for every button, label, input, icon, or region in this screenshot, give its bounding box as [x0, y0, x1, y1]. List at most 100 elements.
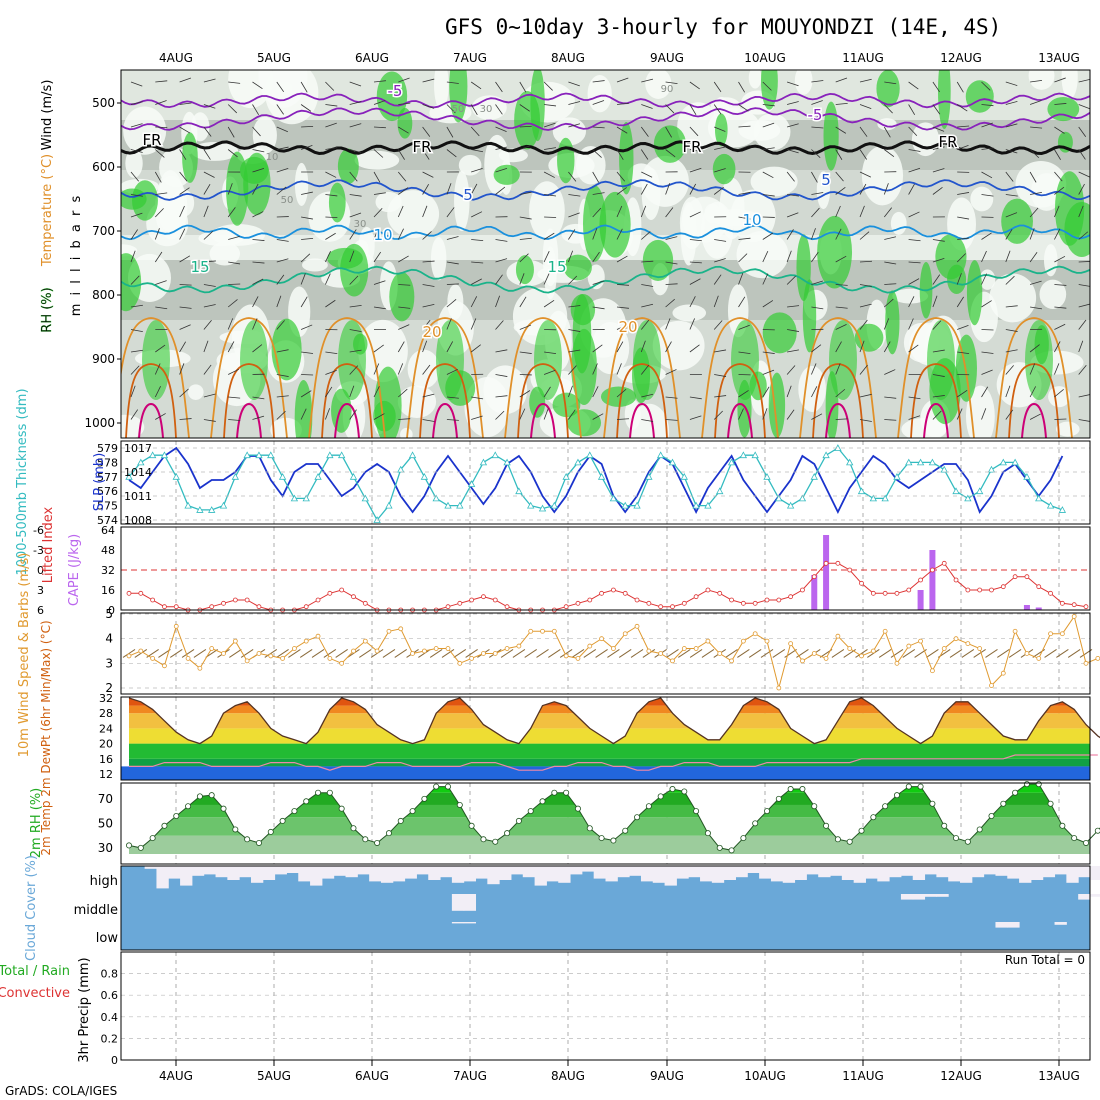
wind-barb [422, 419, 435, 422]
wind-barb [884, 396, 897, 399]
lifted-index-point [882, 590, 888, 596]
2m-rh-point [929, 800, 936, 807]
wind-barb [519, 125, 532, 128]
10m-wind-point [292, 646, 297, 651]
10m-wind-point [941, 646, 947, 651]
wind-barb [1005, 329, 1018, 332]
wind-barb [908, 415, 921, 420]
wind-barb [835, 418, 848, 420]
wind-barb [641, 419, 654, 422]
2m-rh-point [574, 805, 581, 812]
panel-frame-rh [120, 782, 1091, 865]
cloud-high-bar [215, 866, 228, 878]
wind-barb [714, 239, 727, 242]
2m-rh-point [291, 808, 298, 815]
cloud-high-bar [676, 866, 689, 879]
wind-barb [908, 167, 921, 173]
wind-barb [130, 250, 136, 263]
cloud-high-bar [723, 866, 736, 880]
2m-rh-point [858, 827, 865, 834]
wind-barb [957, 237, 970, 240]
wind-barb [471, 261, 484, 264]
wind-barb [470, 81, 482, 90]
thickness-point [160, 451, 169, 459]
wind-barb [397, 228, 404, 240]
wind-barb [1078, 171, 1090, 178]
2m-rh-point [764, 808, 771, 815]
isotherm-10 [121, 224, 1090, 241]
wind-barb [519, 273, 525, 285]
wind-barb [713, 410, 723, 420]
10m-wind-point [1095, 656, 1100, 661]
rh-low-patch [407, 349, 440, 389]
thickness-point [456, 501, 464, 509]
10m-wind-point [209, 646, 215, 651]
2m-rh-point [185, 803, 192, 810]
wind-barb [665, 369, 677, 375]
y-tick-slp: 1014 [124, 466, 152, 479]
cloud-high-bar [877, 866, 890, 882]
wind-barb [1078, 183, 1085, 195]
wind-barb [349, 349, 362, 353]
wind-barb [300, 145, 313, 150]
10m-wind-point [162, 663, 167, 669]
wind-barb [130, 365, 140, 375]
cloud-high-bar [688, 866, 701, 878]
wind-barb [932, 168, 945, 173]
wind-barb [276, 146, 289, 150]
10m-wind-point [705, 638, 711, 644]
y-tick-pressure: 800 [92, 288, 115, 302]
10m-wind-barb [512, 649, 526, 658]
wind-barb [543, 408, 549, 420]
thickness-point [290, 494, 299, 502]
10m-wind-barb [276, 649, 289, 658]
cloud-low-bar [1054, 922, 1067, 925]
wind-barb [592, 251, 600, 263]
lifted-index-point [563, 604, 569, 610]
rh-high-patch [599, 191, 631, 258]
10m-wind-point [575, 656, 581, 661]
wind-barb [544, 216, 557, 218]
y-tick-cape: 0 [108, 604, 115, 617]
wind-barb [1054, 363, 1060, 375]
10m-wind-point [445, 646, 451, 651]
10m-wind-point [504, 646, 510, 651]
y-tick-lifted: 3 [37, 584, 44, 597]
wind-barb [179, 363, 185, 375]
wind-barb [811, 171, 818, 183]
wind-barb [300, 104, 312, 112]
thickness-point [267, 451, 275, 459]
wind-barb [883, 318, 890, 330]
wind-barb [835, 77, 848, 83]
panel-frame-slp [120, 440, 1091, 525]
10m-wind-barb [335, 649, 348, 658]
wind-barb [811, 126, 824, 129]
wind-barb [422, 231, 432, 240]
wind-barb [300, 273, 306, 285]
wind-barb [130, 329, 143, 332]
wind-barb [519, 145, 532, 150]
lifted-index-point [1048, 590, 1053, 596]
isotherm-label: 10 [742, 211, 761, 229]
wind-barb [179, 418, 192, 420]
isotherm-25 [125, 363, 177, 438]
wind-barb [689, 183, 697, 195]
2m-rh-point [775, 795, 782, 802]
wind-barb [592, 126, 605, 129]
cape-bar [1035, 607, 1042, 610]
wind-barb [130, 212, 143, 218]
wind-barb [325, 351, 338, 355]
wind-barb [325, 232, 336, 240]
wind-barb [203, 78, 216, 83]
10m-wind-point [965, 641, 971, 646]
10m-wind-point [551, 628, 557, 634]
lifted-index-point [859, 580, 864, 586]
wind-barb [203, 171, 215, 178]
rh-high-patch [829, 320, 857, 400]
10m-wind-point [1024, 651, 1030, 656]
wind-barb [689, 396, 702, 400]
cloud-high-bar [558, 866, 571, 883]
wind-barb [568, 305, 581, 308]
isotherm-20 [210, 317, 288, 438]
